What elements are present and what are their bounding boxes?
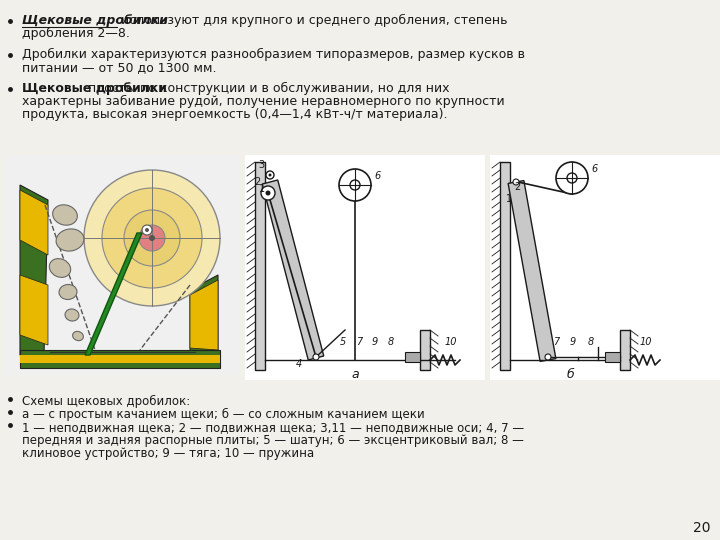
Text: характерны забивание рудой, получение неравномерного по крупности: характерны забивание рудой, получение не… [22, 95, 505, 108]
Text: а: а [351, 368, 359, 381]
Bar [490, 155, 720, 380]
Text: 7: 7 [356, 337, 362, 347]
Polygon shape [20, 190, 48, 255]
Text: используют для крупного и среднего дробления, степень: используют для крупного и среднего дробл… [117, 14, 508, 27]
Circle shape [84, 170, 220, 306]
Text: 10: 10 [640, 337, 652, 347]
Text: 10: 10 [445, 337, 457, 347]
Circle shape [266, 171, 274, 179]
Bar [245, 155, 485, 380]
Circle shape [102, 188, 202, 288]
Circle shape [513, 179, 519, 185]
Ellipse shape [65, 309, 79, 321]
Text: 9: 9 [372, 337, 378, 347]
Circle shape [313, 354, 319, 360]
Circle shape [261, 186, 275, 200]
Text: Дробилки характеризуются разнообразием типоразмеров, размер кусков в: Дробилки характеризуются разнообразием т… [22, 48, 525, 61]
Bar [20, 350, 220, 368]
Text: 4: 4 [296, 359, 302, 369]
Bar [255, 162, 265, 370]
Text: дробления 2—8.: дробления 2—8. [22, 27, 130, 40]
Polygon shape [262, 180, 324, 360]
Text: Схемы щековых дробилок:: Схемы щековых дробилок: [22, 395, 190, 408]
Circle shape [145, 228, 149, 232]
Text: 6: 6 [374, 171, 380, 181]
Text: 8: 8 [388, 337, 395, 347]
Bar [420, 330, 430, 370]
Circle shape [142, 225, 152, 235]
Text: 20: 20 [693, 521, 710, 535]
Text: клиновое устройство; 9 — тяга; 10 — пружина: клиновое устройство; 9 — тяга; 10 — пруж… [22, 447, 314, 460]
Polygon shape [508, 180, 556, 361]
Circle shape [567, 173, 577, 183]
Text: 1: 1 [259, 184, 265, 194]
Text: а — с простым качанием щеки; б — со сложным качанием щеки: а — с простым качанием щеки; б — со слож… [22, 408, 425, 421]
Circle shape [545, 354, 551, 360]
Polygon shape [190, 280, 218, 350]
Bar [405, 352, 420, 362]
Ellipse shape [56, 229, 84, 251]
Ellipse shape [73, 332, 84, 341]
Text: 1 — неподвижная щека; 2 — подвижная щека; 3,11 — неподвижные оси; 4, 7 —: 1 — неподвижная щека; 2 — подвижная щека… [22, 421, 524, 434]
Bar [620, 330, 630, 370]
Text: передняя и задняя распорные плиты; 5 — шатун; 6 — эксцентриковый вал; 8 —: передняя и задняя распорные плиты; 5 — ш… [22, 434, 524, 447]
Circle shape [139, 225, 165, 251]
Text: 3: 3 [258, 160, 264, 170]
Text: 2: 2 [514, 182, 521, 192]
Text: Щековые дробилки: Щековые дробилки [22, 82, 167, 95]
Text: 1: 1 [506, 194, 512, 204]
Polygon shape [20, 185, 48, 355]
Text: б: б [566, 368, 574, 381]
Text: 7: 7 [553, 337, 559, 347]
Text: 2: 2 [254, 177, 260, 187]
Circle shape [556, 162, 588, 194]
Text: 6: 6 [591, 164, 598, 174]
Circle shape [350, 180, 360, 190]
Circle shape [269, 173, 271, 177]
Polygon shape [20, 275, 48, 345]
Ellipse shape [59, 285, 77, 300]
Text: Щековые дробилки: Щековые дробилки [22, 14, 168, 27]
Circle shape [124, 210, 180, 266]
Ellipse shape [53, 205, 77, 225]
Polygon shape [190, 275, 218, 355]
Text: 9: 9 [570, 337, 576, 347]
Bar [5, 155, 240, 375]
Text: 8: 8 [588, 337, 594, 347]
Bar [20, 355, 220, 363]
Text: 5: 5 [340, 337, 346, 347]
Circle shape [266, 191, 271, 195]
Bar [605, 352, 620, 362]
Circle shape [339, 169, 371, 201]
Circle shape [149, 235, 155, 241]
Polygon shape [85, 233, 142, 355]
Text: питании — от 50 до 1300 мм.: питании — от 50 до 1300 мм. [22, 61, 217, 74]
Ellipse shape [50, 259, 71, 278]
Text: продукта, высокая энергоемкость (0,4—1,4 кВт-ч/т материала).: продукта, высокая энергоемкость (0,4—1,4… [22, 108, 448, 121]
Text: просты по конструкции и в обслуживании, но для них: просты по конструкции и в обслуживании, … [84, 82, 449, 95]
Bar [500, 162, 510, 370]
